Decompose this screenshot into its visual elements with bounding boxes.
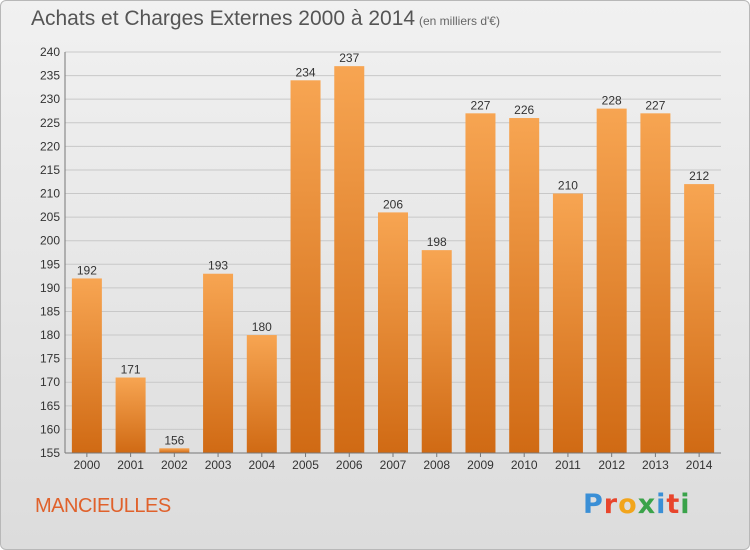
y-tick-label: 215	[40, 163, 60, 177]
logo-letter: P	[583, 489, 604, 520]
y-tick-label: 205	[40, 210, 60, 224]
y-tick-label: 235	[40, 69, 60, 83]
bar-2008	[421, 250, 452, 453]
value-label: 228	[602, 94, 622, 108]
proxiti-logo: Proxiti	[583, 489, 691, 520]
value-label: 171	[121, 363, 141, 377]
x-tick-label: 2011	[555, 458, 581, 472]
value-label: 156	[164, 433, 184, 447]
bar-2005	[290, 80, 321, 454]
y-tick-label: 225	[40, 116, 60, 130]
bar-2011	[552, 193, 583, 453]
bar-2007	[378, 212, 408, 453]
value-label: 198	[427, 235, 447, 249]
value-label: 234	[296, 65, 316, 79]
bar-2003	[203, 273, 234, 453]
y-tick-label: 230	[40, 92, 60, 106]
logo-letter: r	[603, 489, 619, 520]
x-tick-label: 2006	[336, 458, 363, 472]
value-label: 192	[77, 263, 97, 277]
value-label: 227	[470, 98, 490, 112]
bar-2009	[465, 113, 496, 454]
x-tick-label: 2013	[642, 458, 669, 472]
x-tick-label: 2012	[598, 458, 625, 472]
bar-2013	[640, 113, 671, 454]
commune-name: MANCIEULLES	[35, 495, 171, 517]
x-tick-label: 2000	[74, 458, 101, 472]
x-tick-label: 2009	[467, 458, 494, 472]
x-tick-label: 2003	[205, 458, 232, 472]
x-tick-label: 2007	[380, 458, 407, 472]
chart-title: Achats et Charges Externes 2000 à 2014	[31, 7, 416, 30]
bar-2006	[334, 66, 365, 453]
y-tick-label: 200	[40, 234, 60, 248]
logo-letter: x	[637, 489, 657, 520]
x-tick-label: 2008	[423, 458, 450, 472]
bar-2004	[246, 335, 277, 453]
y-tick-label: 160	[40, 422, 60, 436]
logo-letter: i	[656, 489, 667, 520]
logo-letter: i	[680, 489, 691, 520]
bar-2014	[684, 184, 715, 453]
value-label: 227	[645, 98, 665, 112]
x-tick-label: 2002	[161, 458, 188, 472]
y-tick-label: 240	[40, 45, 60, 59]
y-tick-label: 155	[40, 446, 60, 460]
bar-2001	[115, 377, 146, 453]
x-tick-label: 2001	[117, 458, 144, 472]
bar-2000	[71, 278, 102, 453]
logo-letter: t	[666, 489, 681, 520]
value-label: 212	[689, 169, 709, 183]
value-label: 193	[208, 259, 228, 273]
y-tick-label: 170	[40, 375, 60, 389]
y-tick-label: 185	[40, 304, 60, 318]
y-tick-label: 175	[40, 352, 60, 366]
bars	[71, 66, 715, 454]
chart-subtitle: (en milliers d'€)	[419, 14, 500, 28]
value-label: 180	[252, 320, 272, 334]
logo-letter: o	[618, 489, 638, 520]
value-label: 226	[514, 103, 534, 117]
y-tick-label: 180	[40, 328, 60, 342]
value-label: 206	[383, 197, 403, 211]
x-tick-label: 2014	[686, 458, 713, 472]
axes	[64, 52, 721, 457]
x-tick-label: 2005	[292, 458, 319, 472]
value-label: 237	[339, 51, 359, 65]
x-tick-label: 2004	[248, 458, 275, 472]
bar-2012	[596, 108, 627, 454]
y-tick-label: 190	[40, 281, 60, 295]
y-tick-label: 195	[40, 257, 60, 271]
value-label: 210	[558, 179, 578, 193]
bar-2010	[509, 118, 540, 453]
bar-2002	[159, 448, 190, 453]
y-tick-label: 165	[40, 399, 60, 413]
labels: 155 160 165 170 175 180 185 190 195 200 205 210 215 2…	[40, 45, 713, 472]
y-tick-label: 210	[40, 187, 60, 201]
y-tick-label: 220	[40, 139, 60, 153]
x-tick-label: 2010	[511, 458, 538, 472]
